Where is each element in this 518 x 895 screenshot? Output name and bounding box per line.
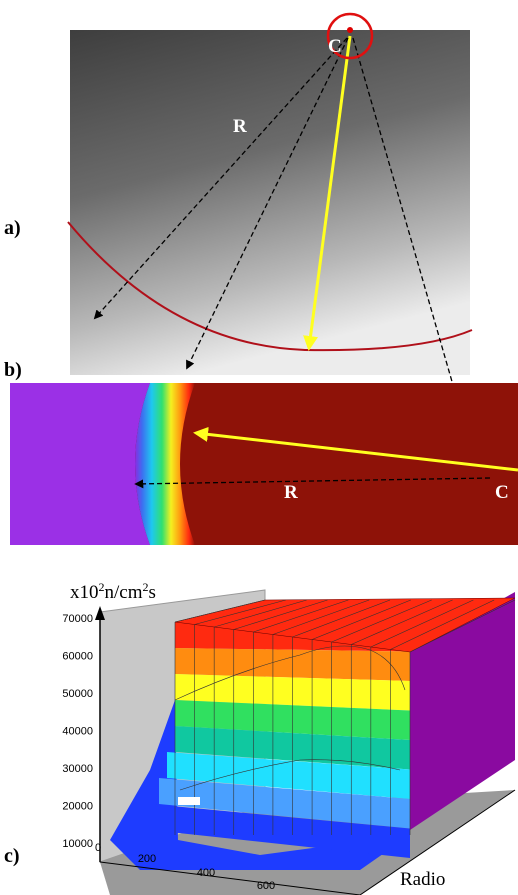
unit-part: x10 [70, 582, 99, 603]
heatmap-low [10, 383, 150, 545]
y-tick-label: 60000 [62, 651, 93, 663]
yellow-radius [193, 426, 518, 472]
unit-superscript: 2 [99, 580, 105, 594]
mesh-line [311, 599, 411, 640]
surface-band [151, 804, 410, 858]
mesh-curve [174, 645, 406, 701]
center-label: C [495, 482, 509, 503]
mesh-line [174, 599, 266, 623]
mesh-line [253, 599, 349, 633]
dashed-arrow [186, 37, 349, 370]
y-tick-label: 20000 [62, 801, 93, 813]
x-axis [99, 861, 361, 895]
mesh-line [351, 599, 453, 645]
y-tick-label: 70000 [62, 613, 93, 625]
panel-label: b) [4, 359, 22, 381]
panel-c: x102n/cm2s c) 0 Radio 700006000050000400… [4, 580, 516, 895]
heatmap-edge [135, 383, 195, 545]
x-tick-label: 400 [197, 867, 215, 879]
mesh-line [233, 599, 328, 630]
mesh-line [390, 599, 495, 650]
dashed-arrow [134, 477, 491, 489]
center-circle [326, 12, 374, 60]
mesh-curve [179, 759, 401, 791]
y-tick-label: 30000 [62, 763, 93, 775]
center-dot [347, 27, 353, 33]
origin-label: 0 [95, 842, 101, 854]
axis-arrow [95, 606, 105, 620]
mesh-line [214, 599, 307, 628]
center-label: C [328, 36, 342, 57]
panel-b: b) R C [4, 359, 518, 545]
radius-label: R [284, 482, 298, 503]
unit-part: s [149, 582, 156, 603]
mesh-line [272, 599, 370, 635]
dashed-line [352, 37, 456, 393]
radius-arc [67, 221, 473, 352]
surface-band [159, 778, 410, 829]
film-image [70, 30, 470, 375]
legend-box [178, 797, 200, 805]
mesh-line [370, 599, 474, 648]
axis-label: Radio [400, 869, 445, 890]
y-tick-label: 50000 [62, 688, 93, 700]
dashed-arrow [93, 37, 348, 320]
x-tick-label: 600 [257, 880, 275, 892]
panel-a: C R a) [4, 12, 473, 393]
radius-label: R [233, 116, 247, 137]
panel-label: a) [4, 217, 21, 239]
mesh-line [331, 599, 432, 643]
panel-label: c) [4, 845, 20, 867]
unit-superscript: 2 [143, 580, 149, 594]
depth-axis [359, 789, 516, 895]
mesh-line [292, 599, 391, 638]
surface-band [167, 752, 410, 799]
unit-label: x102n/cm2s [70, 580, 156, 603]
mesh-line [409, 599, 516, 653]
x-tick-label: 200 [138, 853, 156, 865]
mesh-line [194, 599, 286, 625]
y-tick-label: 40000 [62, 726, 93, 738]
unit-part: n/cm [105, 582, 143, 603]
yellow-radius [303, 35, 352, 351]
side-wall [410, 592, 515, 830]
y-tick-label: 10000 [62, 838, 93, 850]
